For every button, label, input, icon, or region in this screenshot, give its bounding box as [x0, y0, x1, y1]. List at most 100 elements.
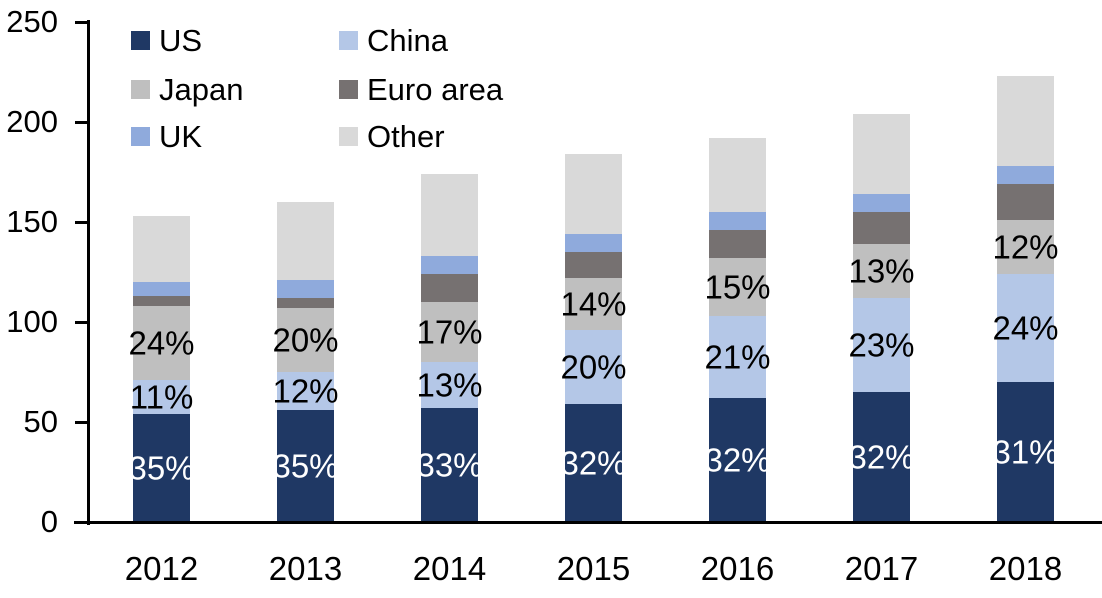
legend-item-us: US — [131, 22, 203, 58]
bar-segment-euro-area — [565, 252, 622, 278]
bar-segment-pct-label: 32% — [560, 444, 627, 482]
bar-segment-china: 13% — [416, 362, 483, 408]
y-axis-tick-label: 250 — [6, 4, 58, 39]
bar-segment-china: 24% — [992, 274, 1059, 382]
bar-2016: 32% 21% 15% — [704, 138, 771, 522]
bar-segment-pct-label: 23% — [848, 326, 915, 364]
bar-segment-pct-label: 24% — [128, 324, 195, 362]
bar-segment-us: 33% — [416, 408, 483, 522]
bar-2012: 35% 11% 24% — [128, 216, 195, 522]
bar-segment-pct-label: 35% — [272, 447, 339, 485]
bar-segment-euro-area — [997, 184, 1054, 220]
x-axis-label-2018: 2018 — [988, 550, 1063, 587]
y-axis-tick-label: 100 — [6, 304, 58, 339]
legend-label: China — [367, 22, 448, 58]
y-axis-tick — [75, 421, 88, 424]
bar-2014: 33% 13% 17% — [416, 174, 483, 522]
bar-segment-uk — [133, 282, 190, 296]
bar-segment-pct-label: 24% — [992, 309, 1059, 347]
legend-label: Japan — [159, 71, 244, 107]
bar-segment-uk — [997, 166, 1054, 184]
legend-swatch-china — [339, 30, 358, 50]
legend-swatch-japan — [131, 79, 150, 99]
legend-label: UK — [159, 118, 203, 154]
x-axis-label-2014: 2014 — [412, 550, 487, 587]
bar-segment-uk — [421, 256, 478, 274]
bar-segment-us: 32% — [848, 392, 915, 522]
bar-segment-pct-label: 21% — [704, 338, 771, 376]
legend-swatch-euro-area — [339, 79, 358, 99]
legend-label: Euro area — [367, 71, 504, 107]
bar-segment-japan: 14% — [560, 278, 627, 330]
bar-segment-us: 32% — [704, 398, 771, 522]
bar-segment-china: 23% — [848, 298, 915, 392]
bar-segment-uk — [853, 194, 910, 212]
bar-segment-china: 12% — [272, 372, 339, 410]
bar-segment-china: 21% — [704, 316, 771, 398]
bar-segment-uk — [565, 234, 622, 252]
y-axis-tick — [75, 221, 88, 224]
bar-2018: 31% 24% 12% — [992, 76, 1059, 522]
y-axis-tick-label: 50 — [23, 404, 58, 439]
bar-segment-japan: 24% — [128, 306, 195, 380]
bar-segment-euro-area — [277, 298, 334, 308]
x-axis-label-2015: 2015 — [556, 550, 631, 587]
bar-segment-japan: 13% — [848, 244, 915, 298]
bar-segment-pct-label: 32% — [848, 438, 915, 476]
bar-segment-other — [853, 114, 910, 194]
x-axis-label-2017: 2017 — [844, 550, 919, 587]
x-axis-label-2016: 2016 — [700, 550, 775, 587]
bar-segment-pct-label: 15% — [704, 268, 771, 306]
bar-segment-japan: 20% — [272, 308, 339, 372]
bar-segment-china: 20% — [560, 330, 627, 404]
bar-segment-pct-label: 35% — [128, 449, 195, 487]
bar-segment-other — [709, 138, 766, 212]
legend-item-uk: UK — [131, 118, 203, 154]
bar-segment-euro-area — [853, 212, 910, 244]
y-axis-tick-label: 150 — [6, 204, 58, 239]
bar-segment-uk — [277, 280, 334, 298]
x-axis-label-2012: 2012 — [124, 550, 199, 587]
legend-label: US — [159, 22, 203, 58]
bar-segment-pct-label: 32% — [704, 441, 771, 479]
bar-segment-other — [997, 76, 1054, 166]
bar-segment-other — [421, 174, 478, 256]
bar-segment-pct-label: 12% — [272, 372, 339, 410]
bar-segment-pct-label: 31% — [992, 433, 1059, 471]
bar-segment-china: 11% — [130, 380, 193, 414]
y-axis-tick — [75, 21, 88, 24]
y-axis-tick — [75, 321, 88, 324]
bar-2015: 32% 20% 14% — [560, 154, 627, 522]
bar-segment-pct-label: 20% — [560, 348, 627, 386]
bar-segment-us: 31% — [992, 382, 1059, 522]
legend-item-japan: Japan — [131, 71, 244, 107]
legend-item-china: China — [339, 22, 448, 58]
bar-segment-other — [133, 216, 190, 282]
bar-segment-euro-area — [133, 296, 190, 306]
legend-item-other: Other — [339, 118, 445, 154]
bar-segment-pct-label: 13% — [848, 252, 915, 290]
bar-segment-japan: 15% — [704, 258, 771, 316]
bar-2013: 35% 12% 20% — [272, 202, 339, 522]
bar-segment-pct-label: 13% — [416, 366, 483, 404]
x-axis-label-2013: 2013 — [268, 550, 343, 587]
y-axis-line — [87, 20, 90, 525]
bar-segment-us: 35% — [128, 414, 195, 522]
bar-segment-us: 32% — [560, 404, 627, 522]
y-axis-tick-label: 0 — [40, 504, 58, 539]
bar-segment-japan: 12% — [992, 220, 1059, 274]
legend-swatch-other — [339, 126, 358, 146]
bar-segment-pct-label: 17% — [416, 313, 483, 351]
x-axis-line — [74, 521, 1102, 524]
legend-item-euro-area: Euro area — [339, 71, 504, 107]
legend-swatch-us — [131, 30, 150, 50]
bar-2017: 32% 23% 13% — [848, 114, 915, 522]
bar-segment-pct-label: 20% — [272, 321, 339, 359]
bar-segment-euro-area — [709, 230, 766, 258]
bar-segment-pct-label: 11% — [129, 378, 194, 416]
legend-label: Other — [367, 118, 445, 154]
bar-segment-euro-area — [421, 274, 478, 302]
bar-segment-us: 35% — [272, 410, 339, 522]
bar-segment-japan: 17% — [416, 302, 483, 362]
